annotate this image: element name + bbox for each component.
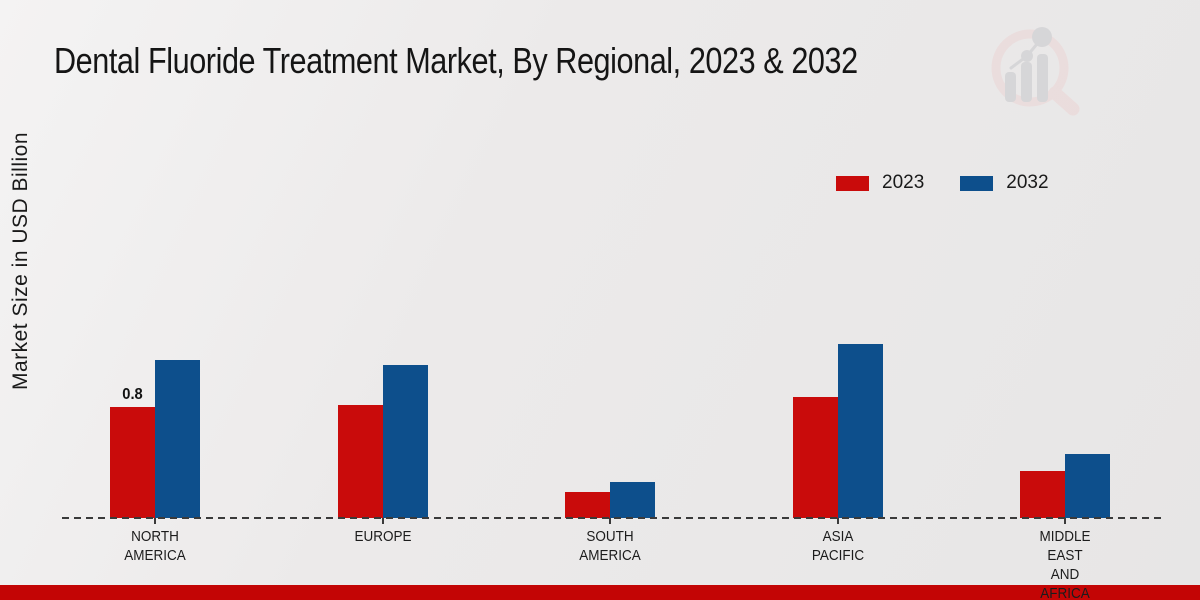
axis-tick	[154, 518, 156, 524]
legend-item-2023: 2023	[836, 172, 924, 194]
magnifier-icon	[991, 27, 1080, 116]
chart-title: Dental Fluoride Treatment Market, By Reg…	[54, 40, 858, 81]
legend-label-2023: 2023	[882, 172, 925, 193]
mrfr-logo-watermark	[991, 27, 1080, 116]
footer-bar	[0, 585, 1200, 600]
legend-swatch-2023	[836, 175, 869, 191]
legend-swatch-2032	[960, 175, 994, 191]
category-label-asia-pacific: ASIA PACIFIC	[811, 528, 864, 564]
bar-2032-north-america	[155, 360, 200, 518]
axis-tick	[381, 518, 384, 524]
category-label-europe: EUROPE	[353, 528, 412, 545]
bar-2032-south-america	[610, 482, 655, 518]
chart-legend: 2023 2032	[836, 172, 1049, 194]
category-label-south-america: SOUTH AMERICA	[579, 528, 641, 564]
x-axis-dashed-baseline	[62, 517, 1162, 519]
axis-tick	[836, 518, 839, 524]
axis-tick	[1064, 518, 1066, 524]
legend-item-2032: 2032	[960, 172, 1049, 194]
legend-label-2032: 2032	[1006, 172, 1049, 193]
bar-2032-middle-east-and-africa	[1065, 454, 1110, 518]
bar-2032-europe	[382, 365, 428, 518]
axis-tick	[609, 518, 611, 524]
bar-2032-asia-pacific	[837, 344, 883, 518]
category-label-north-america: NORTH AMERICA	[124, 528, 186, 564]
bar-2023-middle-east-and-africa	[1020, 471, 1065, 518]
bar-2023-asia-pacific	[792, 397, 838, 518]
category-label-middle-east-and-africa: MIDDLE EAST AND AFRICA	[1039, 528, 1091, 600]
bar-2023-north-america	[110, 407, 155, 518]
bar-2023-europe	[337, 405, 383, 518]
bar-value-label-2023-north-america: 0.8	[122, 386, 143, 403]
bar-2023-south-america	[565, 492, 610, 518]
